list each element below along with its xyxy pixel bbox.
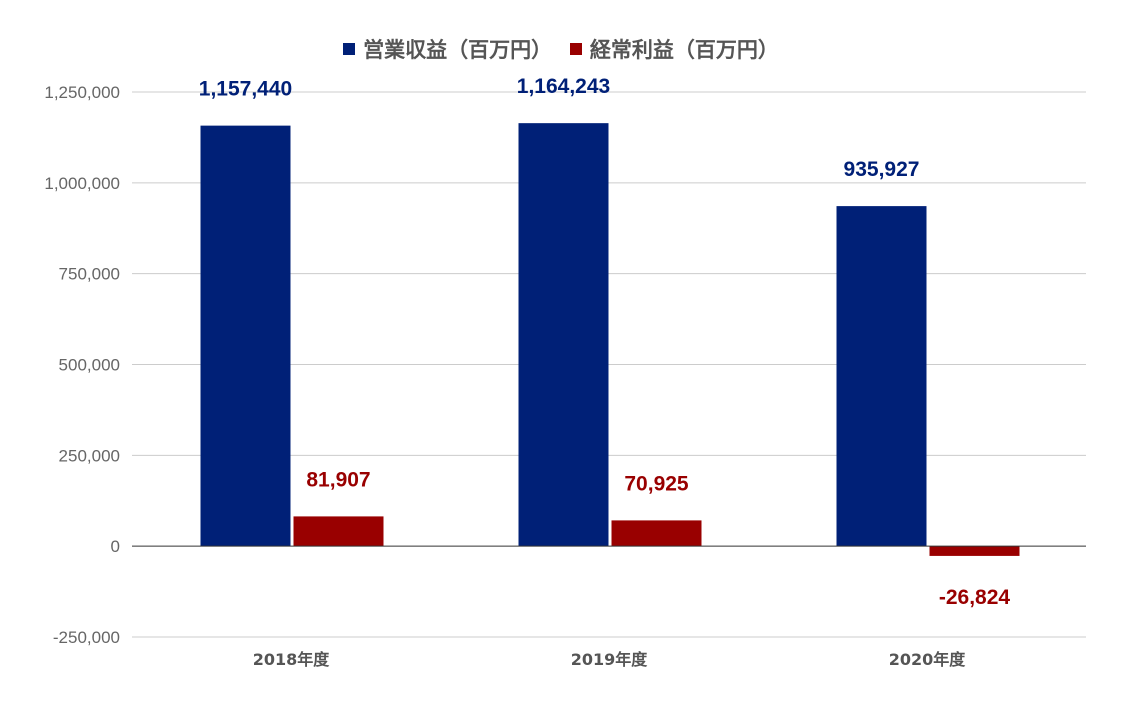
x-tick-label: 2018年度: [253, 650, 331, 669]
y-tick-label: 750,000: [59, 265, 120, 284]
x-tick-label: 2020年度: [889, 650, 967, 669]
bar-ordinary-profit[interactable]: [293, 516, 384, 547]
data-label: -26,824: [939, 586, 1011, 609]
legend-item-ordinary-profit[interactable]: 経常利益（百万円）: [569, 34, 779, 64]
legend-label-operating-revenue: 営業収益（百万円）: [363, 39, 553, 62]
y-tick-label: 500,000: [59, 356, 120, 375]
data-label: 1,164,243: [517, 75, 610, 98]
y-tick-label: 1,000,000: [44, 174, 120, 193]
bar-ordinary-profit[interactable]: [611, 520, 702, 547]
legend-item-operating-revenue[interactable]: 営業収益（百万円）: [343, 34, 552, 64]
data-label: 81,907: [306, 468, 370, 491]
bar-ordinary-profit[interactable]: [929, 546, 1020, 556]
y-tick-label: -250,000: [53, 628, 120, 647]
data-label: 935,927: [844, 158, 920, 181]
chart-legend: 営業収益（百万円） 経常利益（百万円）: [0, 34, 1122, 64]
data-label: 1,157,440: [199, 78, 292, 101]
y-tick-label: 1,250,000: [44, 83, 120, 102]
x-tick-label: 2019年度: [571, 650, 649, 669]
bar-operating-revenue[interactable]: [200, 125, 291, 547]
y-tick-label: 250,000: [59, 446, 120, 465]
legend-swatch-operating-revenue: [343, 43, 356, 55]
legend-label-ordinary-profit: 経常利益（百万円）: [589, 39, 779, 62]
bar-operating-revenue[interactable]: [836, 206, 927, 547]
data-label: 70,925: [624, 472, 689, 495]
bar-operating-revenue[interactable]: [518, 123, 609, 547]
y-tick-label: 0: [111, 537, 120, 556]
legend-swatch-ordinary-profit: [569, 43, 582, 55]
